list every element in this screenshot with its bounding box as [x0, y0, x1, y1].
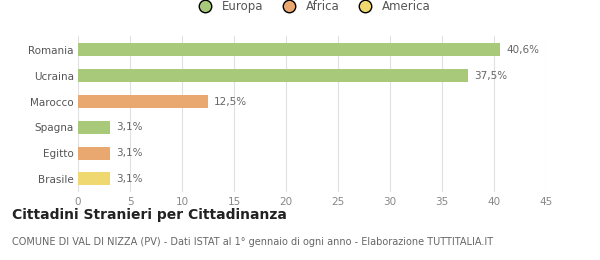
Bar [78, 147, 110, 160]
Text: 3,1%: 3,1% [116, 148, 143, 158]
Text: COMUNE DI VAL DI NIZZA (PV) - Dati ISTAT al 1° gennaio di ogni anno - Elaborazio: COMUNE DI VAL DI NIZZA (PV) - Dati ISTAT… [12, 237, 493, 246]
Bar [78, 172, 110, 185]
Text: Cittadini Stranieri per Cittadinanza: Cittadini Stranieri per Cittadinanza [12, 208, 287, 222]
Bar [78, 43, 500, 56]
Text: 3,1%: 3,1% [116, 174, 143, 184]
Text: 40,6%: 40,6% [506, 45, 539, 55]
Legend: Europa, Africa, America: Europa, Africa, America [188, 0, 436, 18]
Bar [78, 69, 468, 82]
Text: 37,5%: 37,5% [474, 71, 508, 81]
Bar [78, 121, 110, 134]
Text: 3,1%: 3,1% [116, 122, 143, 132]
Bar [78, 95, 208, 108]
Text: 12,5%: 12,5% [214, 96, 247, 107]
